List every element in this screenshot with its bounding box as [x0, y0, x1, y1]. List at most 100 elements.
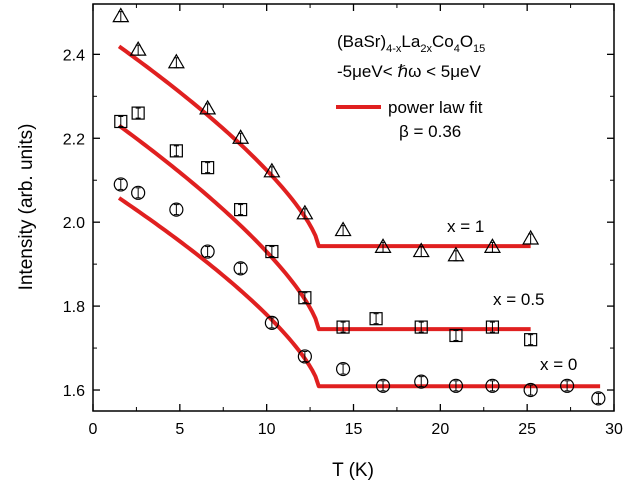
energy-window-label: -5μeV< ℏω < 5μeV — [337, 62, 481, 81]
data-point — [336, 320, 350, 334]
x-tick-label: 20 — [431, 421, 449, 438]
square-marker — [169, 144, 183, 158]
data-point — [485, 320, 500, 334]
data-point — [560, 378, 575, 393]
data-point — [297, 349, 312, 364]
circle-marker — [233, 261, 248, 276]
data-point — [265, 244, 279, 259]
data-point — [334, 221, 352, 237]
square-marker — [414, 320, 428, 334]
triangle-marker — [334, 221, 352, 237]
power-law-fit-curve — [117, 196, 601, 389]
triangle-marker — [167, 53, 185, 69]
y-tick-label: 1.8 — [63, 299, 85, 316]
data-point — [200, 244, 215, 259]
data-point — [448, 378, 464, 393]
triangle-marker — [374, 238, 392, 253]
circle-marker — [560, 378, 575, 393]
circle-marker — [485, 378, 500, 393]
compound-formula: (BaSr)4-xLa2xCo4O15 — [337, 32, 485, 55]
data-point — [264, 315, 279, 330]
data-point — [113, 177, 128, 192]
data-point — [414, 320, 428, 334]
circle-marker — [448, 378, 464, 393]
y-tick-label: 2.0 — [63, 215, 85, 232]
data-point — [131, 106, 145, 120]
series-label-x0: x = 0 — [540, 355, 577, 374]
y-tick-label: 1.6 — [63, 383, 85, 400]
circle-marker — [414, 374, 429, 389]
triangle-marker — [129, 40, 147, 56]
data-point — [375, 378, 391, 393]
data-point — [112, 7, 130, 23]
x-tick-label: 30 — [605, 421, 623, 438]
legend-fit-label: power law fit — [388, 98, 483, 117]
data-point — [449, 328, 463, 343]
data-point — [296, 204, 314, 220]
data-point — [374, 238, 392, 253]
data-point — [483, 238, 501, 253]
triangle-marker — [447, 246, 465, 262]
data-point — [335, 361, 351, 377]
beta-label: β = 0.36 — [399, 122, 461, 141]
x-tick-label: 25 — [518, 421, 536, 438]
triangle-marker — [522, 229, 540, 245]
circle-marker — [591, 391, 606, 406]
circle-marker — [169, 202, 184, 217]
data-point — [129, 40, 147, 56]
axis-tick-labels: 0 5 10 15 20 25 30 1.6 1.8 2.0 2.2 2.4 — [63, 47, 623, 438]
square-marker — [369, 312, 383, 326]
square-marker — [265, 244, 279, 259]
data-point — [131, 185, 146, 200]
series-label-x05: x = 0.5 — [493, 290, 545, 309]
series-label-x1: x = 1 — [447, 217, 484, 236]
square-marker — [524, 333, 538, 347]
square-marker — [234, 202, 248, 217]
triangle-marker — [199, 99, 217, 115]
y-tick-label: 2.4 — [63, 47, 85, 64]
circle-marker — [113, 177, 128, 192]
data-point — [412, 242, 430, 258]
data-point — [232, 129, 250, 144]
x-tick-label: 5 — [175, 421, 184, 438]
circle-marker — [264, 315, 279, 330]
x-tick-label: 10 — [258, 421, 276, 438]
data-point — [591, 391, 606, 406]
circle-marker — [200, 244, 215, 259]
square-marker — [114, 114, 128, 129]
x-axis-title: T (K) — [332, 460, 374, 481]
data-point — [524, 333, 538, 347]
data-point — [169, 202, 184, 217]
circle-marker — [297, 349, 312, 364]
circle-marker — [335, 361, 351, 377]
circle-marker — [131, 185, 146, 200]
square-marker — [485, 320, 500, 334]
x-tick-label: 15 — [345, 421, 363, 438]
triangle-marker — [412, 242, 430, 258]
data-point — [263, 162, 281, 178]
data-point — [485, 378, 500, 393]
data-point — [199, 99, 217, 115]
power-law-fit-curve — [117, 123, 531, 332]
fit-curves — [117, 44, 601, 389]
circle-marker — [375, 378, 391, 393]
y-axis-title: Intensity (arb. units) — [16, 124, 37, 291]
power-law-fit-curve — [117, 44, 531, 249]
square-marker — [449, 328, 463, 343]
data-point — [114, 114, 128, 129]
triangle-marker — [483, 238, 501, 253]
square-marker — [298, 291, 312, 305]
square-marker — [201, 161, 215, 175]
data-point — [169, 144, 183, 158]
data-point — [234, 202, 248, 217]
y-tick-label: 2.2 — [63, 131, 85, 148]
data-point — [167, 53, 185, 69]
data-point — [414, 374, 429, 389]
x-tick-label: 0 — [89, 421, 98, 438]
data-point — [523, 382, 538, 398]
triangle-marker — [232, 129, 250, 144]
triangle-marker — [112, 7, 130, 23]
circle-marker — [523, 382, 538, 398]
data-point — [233, 261, 248, 276]
